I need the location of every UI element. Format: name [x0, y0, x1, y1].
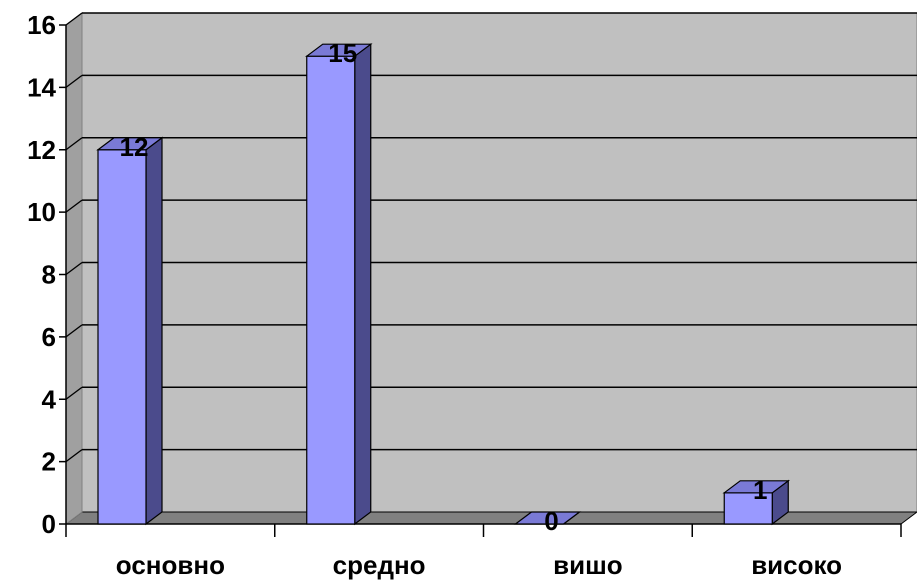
gridline-depth [65, 74, 83, 88]
x-category-label: основно [116, 550, 225, 580]
x-category-label: високо [751, 550, 842, 580]
gridline-depth [65, 199, 83, 213]
y-tick-label: 2 [42, 447, 56, 477]
bar [306, 55, 356, 525]
y-tick-label: 6 [42, 322, 56, 352]
gridline-depth [65, 137, 83, 151]
x-category-label: средно [333, 550, 426, 580]
gridline-depth [65, 386, 83, 400]
plot-floor [64, 511, 917, 525]
bar-side [145, 136, 163, 526]
data-label: 0 [544, 506, 558, 536]
bar-top [513, 511, 582, 525]
y-tick-label: 16 [27, 10, 56, 40]
y-tick-label: 4 [42, 384, 57, 414]
bar [723, 492, 773, 525]
data-label: 1 [753, 475, 767, 505]
gridline-depth [65, 12, 83, 26]
y-tick-label: 8 [42, 260, 56, 290]
y-tick-label: 12 [27, 135, 56, 165]
bar-top [304, 43, 373, 57]
y-tick-label: 10 [27, 197, 56, 227]
bar-top [722, 480, 791, 494]
y-tick-label: 0 [42, 509, 56, 539]
data-label: 15 [328, 38, 357, 68]
x-category-label: вишо [553, 550, 623, 580]
gridline-depth [65, 449, 83, 463]
gridline-depth [65, 324, 83, 338]
gridline-depth [65, 261, 83, 276]
data-label: 12 [120, 132, 149, 162]
bar [97, 149, 147, 525]
bar-side [354, 42, 372, 526]
bar-top [96, 137, 164, 151]
y-tick-label: 14 [27, 72, 56, 102]
